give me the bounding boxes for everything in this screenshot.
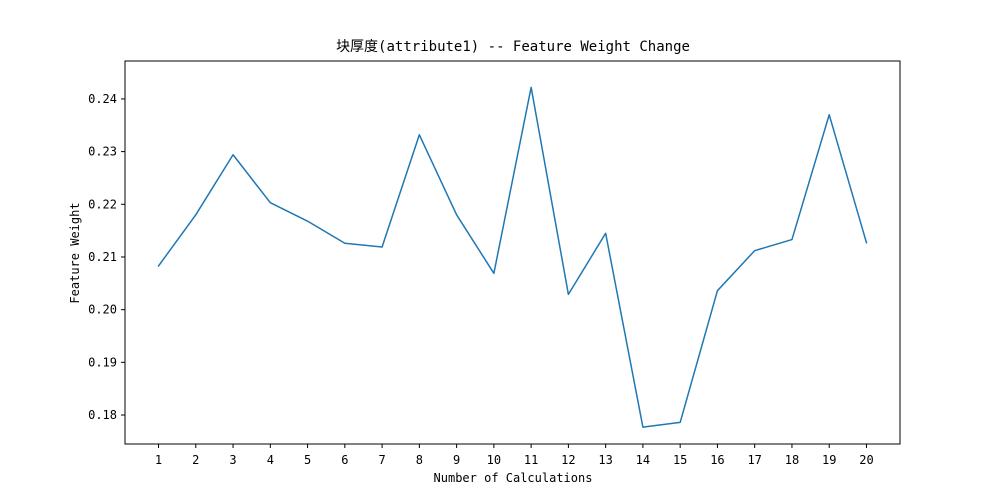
x-tick-label: 7: [378, 453, 385, 467]
x-tick-label: 9: [453, 453, 460, 467]
series-line: [157, 86, 868, 428]
chart-title: 块厚度(attribute1) -- Feature Weight Change: [336, 39, 690, 55]
y-axis-label: Feature Weight: [68, 202, 82, 303]
x-tick-label: 17: [747, 453, 761, 467]
x-axis-label: Number of Calculations: [434, 471, 593, 485]
x-tick-label: 19: [822, 453, 836, 467]
plot-area: 1 2 3 4 5 6 7 8 9 10 11 12 13 14 15 16 17 18 19 200.180.190…: [88, 60, 901, 467]
plot-frame: [124, 60, 901, 445]
y-tick-label: 0.19: [88, 355, 117, 369]
x-tick-label: 5: [304, 453, 311, 467]
x-tick-label: 8: [416, 453, 423, 467]
y-tick-label: 0.24: [88, 92, 117, 106]
x-tick-label: 6: [341, 453, 348, 467]
x-tick-label: 20: [859, 453, 873, 467]
y-tick-label: 0.18: [88, 408, 117, 422]
x-tick-label: 11: [524, 453, 538, 467]
x-tick-label: 16: [710, 453, 724, 467]
y-tick-label: 0.20: [88, 303, 117, 317]
x-tick-label: 12: [561, 453, 575, 467]
x-tick-label: 4: [267, 453, 274, 467]
x-tick-label: 10: [487, 453, 501, 467]
y-tick-label: 0.22: [88, 197, 117, 211]
y-tick-label: 0.23: [88, 145, 117, 159]
x-tick-label: 14: [636, 453, 650, 467]
x-tick-label: 18: [785, 453, 799, 467]
x-tick-label: 1: [155, 453, 162, 467]
x-tick-label: 13: [598, 453, 612, 467]
x-tick-label: 15: [673, 453, 687, 467]
x-tick-label: 2: [192, 453, 199, 467]
y-tick-label: 0.21: [88, 250, 117, 264]
x-tick-label: 3: [229, 453, 236, 467]
